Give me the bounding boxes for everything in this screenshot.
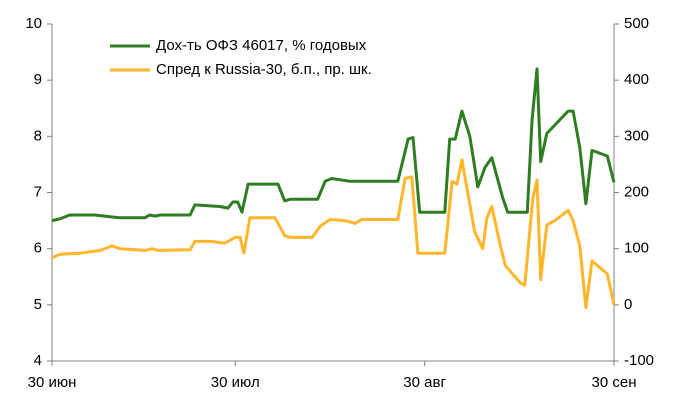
y-tick-label: 4: [34, 352, 42, 369]
y2-tick-label: 300: [624, 127, 649, 144]
x-tick-label: 30 июл: [211, 374, 260, 391]
y2-tick-label: -100: [624, 352, 654, 369]
y2-tick-label: 100: [624, 240, 649, 257]
series-line: [51, 158, 616, 310]
y2-tick-label: 500: [624, 15, 649, 32]
legend-label: Спред к Russia-30, б.п., пр. шк.: [156, 61, 372, 78]
legend-label: Дох-ть ОФЗ 46017, % годовых: [156, 37, 367, 54]
y2-tick-label: 0: [624, 296, 632, 313]
y-tick-label: 8: [34, 127, 42, 144]
x-tick-label: 30 авг: [403, 374, 446, 391]
y-tick-label: 7: [34, 183, 42, 200]
y-tick-label: 6: [34, 240, 42, 257]
y2-tick-label: 400: [624, 71, 649, 88]
y2-tick-label: 200: [624, 183, 649, 200]
x-tick-label: 30 сен: [592, 374, 637, 391]
series-line: [51, 67, 616, 223]
y-tick-label: 9: [34, 71, 42, 88]
y-tick-label: 10: [25, 15, 42, 32]
y-tick-label: 5: [34, 296, 42, 313]
x-tick-label: 30 июн: [28, 374, 77, 391]
